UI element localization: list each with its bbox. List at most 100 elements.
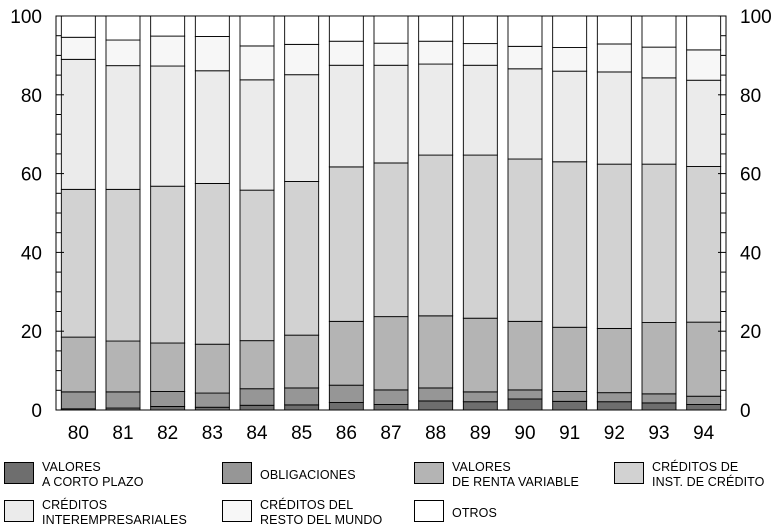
legend-label: CRÉDITOS DEL RESTO DEL MUNDO bbox=[260, 498, 383, 527]
legend-swatch bbox=[614, 462, 644, 484]
bar-segment bbox=[596, 71, 632, 165]
x-tick-label: 82 bbox=[157, 423, 178, 444]
bar-segment bbox=[552, 15, 588, 48]
bar-segment bbox=[641, 163, 677, 323]
bar-segment bbox=[596, 392, 632, 403]
bar-segment bbox=[105, 15, 141, 41]
bar-segment bbox=[328, 15, 364, 42]
bar-segment bbox=[60, 336, 96, 393]
legend: VALORES A CORTO PLAZO OBLIGACIONES VALOR… bbox=[0, 450, 782, 531]
bar-segment bbox=[418, 15, 454, 42]
bar-segment bbox=[686, 166, 722, 323]
bar-segment bbox=[596, 401, 632, 411]
x-tick-label: 93 bbox=[648, 423, 669, 444]
bar-segment bbox=[373, 64, 409, 164]
bar-segment bbox=[418, 40, 454, 65]
legend-swatch bbox=[4, 462, 34, 484]
y-tick-label-left: 40 bbox=[21, 243, 42, 264]
stacked-bar-chart: 80 81 82 83 84 85 86 87 88 89 90 91 92 93 94 0 0 20 20 40 40… bbox=[10, 7, 771, 444]
bar-segment bbox=[373, 389, 409, 405]
bar-segment bbox=[150, 342, 186, 392]
bar-segment bbox=[284, 74, 320, 182]
y-tick-label-right: 80 bbox=[740, 86, 761, 107]
bar-segment bbox=[284, 404, 320, 411]
bar-segment bbox=[328, 40, 364, 66]
bar-segment bbox=[150, 35, 186, 67]
bar-segment bbox=[418, 63, 454, 156]
bar-segment bbox=[239, 340, 275, 390]
bar-segment bbox=[194, 70, 230, 184]
bar-segment bbox=[284, 15, 320, 45]
bar-segment bbox=[686, 321, 722, 397]
bar-segment bbox=[239, 79, 275, 191]
legend-label: OTROS bbox=[452, 506, 497, 520]
legend-item-valores-corto-plazo: VALORES A CORTO PLAZO bbox=[4, 454, 204, 490]
bar-segment bbox=[418, 400, 454, 411]
x-tick-label: 94 bbox=[693, 423, 715, 444]
bar-segment bbox=[462, 154, 498, 319]
x-tick-label: 92 bbox=[604, 423, 625, 444]
bar-segment bbox=[194, 15, 230, 37]
bar-segment bbox=[194, 343, 230, 394]
legend-swatch bbox=[222, 462, 252, 484]
bar-segment bbox=[686, 15, 722, 51]
bar-segment bbox=[641, 393, 677, 404]
y-tick-label-left: 80 bbox=[21, 86, 42, 107]
bar-segment bbox=[328, 402, 364, 411]
bar-segment bbox=[284, 43, 320, 76]
bar-segment bbox=[105, 39, 141, 67]
x-tick-label: 91 bbox=[559, 423, 580, 444]
bar-segment bbox=[105, 65, 141, 190]
bar-segment bbox=[552, 400, 588, 411]
bar-segment bbox=[60, 188, 96, 338]
x-tick-label: 86 bbox=[336, 423, 357, 444]
bar-segment bbox=[462, 64, 498, 156]
bar-segment bbox=[507, 389, 543, 400]
y-tick-label-left: 0 bbox=[31, 401, 42, 422]
bar-segment bbox=[552, 326, 588, 392]
bar-segment bbox=[239, 15, 275, 47]
legend-swatch bbox=[414, 500, 444, 522]
bar-segment bbox=[418, 154, 454, 317]
bar-segment bbox=[686, 49, 722, 81]
bar-segment bbox=[60, 15, 96, 38]
bar-segment bbox=[641, 402, 677, 411]
bar-segment bbox=[462, 391, 498, 403]
bar-segment bbox=[373, 15, 409, 44]
bar-segment bbox=[507, 68, 543, 160]
bar-segment bbox=[105, 188, 141, 342]
y-tick-label-right: 0 bbox=[740, 401, 751, 422]
bar-segment bbox=[462, 401, 498, 411]
legend-swatch bbox=[222, 500, 252, 522]
bar-segment bbox=[105, 391, 141, 409]
x-tick-label: 84 bbox=[246, 423, 268, 444]
bar-segment bbox=[194, 392, 230, 408]
bar-segment bbox=[373, 162, 409, 318]
legend-item-valores-renta-variable: VALORES DE RENTA VARIABLE bbox=[414, 454, 614, 490]
bar-segment bbox=[150, 15, 186, 37]
bar-segment bbox=[239, 388, 275, 406]
bar-segment bbox=[462, 317, 498, 393]
bar-segment bbox=[641, 322, 677, 395]
legend-item-otros: OTROS bbox=[414, 492, 564, 528]
y-tick-label-left: 100 bbox=[10, 7, 42, 28]
bar-segment bbox=[507, 158, 543, 322]
x-tick-label: 83 bbox=[202, 423, 223, 444]
bar-segment bbox=[596, 327, 632, 394]
bar-segment bbox=[507, 45, 543, 70]
bar-segment bbox=[284, 387, 320, 406]
bar-segment bbox=[641, 46, 677, 79]
bar-segment bbox=[552, 391, 588, 402]
bar-segment bbox=[60, 58, 96, 190]
x-tick-label: 81 bbox=[112, 423, 133, 444]
bar-segment bbox=[373, 404, 409, 411]
bar-segment bbox=[150, 406, 186, 411]
bar-segment bbox=[686, 404, 722, 411]
x-tick-label: 89 bbox=[470, 423, 491, 444]
legend-label: OBLIGACIONES bbox=[260, 468, 356, 482]
bar-segment bbox=[596, 163, 632, 329]
y-tick-label-right: 20 bbox=[740, 322, 761, 343]
bar-segment bbox=[641, 15, 677, 48]
legend-item-creditos-inst-credito: CRÉDITOS DE INST. DE CRÉDITO bbox=[614, 454, 782, 490]
bar-segment bbox=[373, 42, 409, 66]
